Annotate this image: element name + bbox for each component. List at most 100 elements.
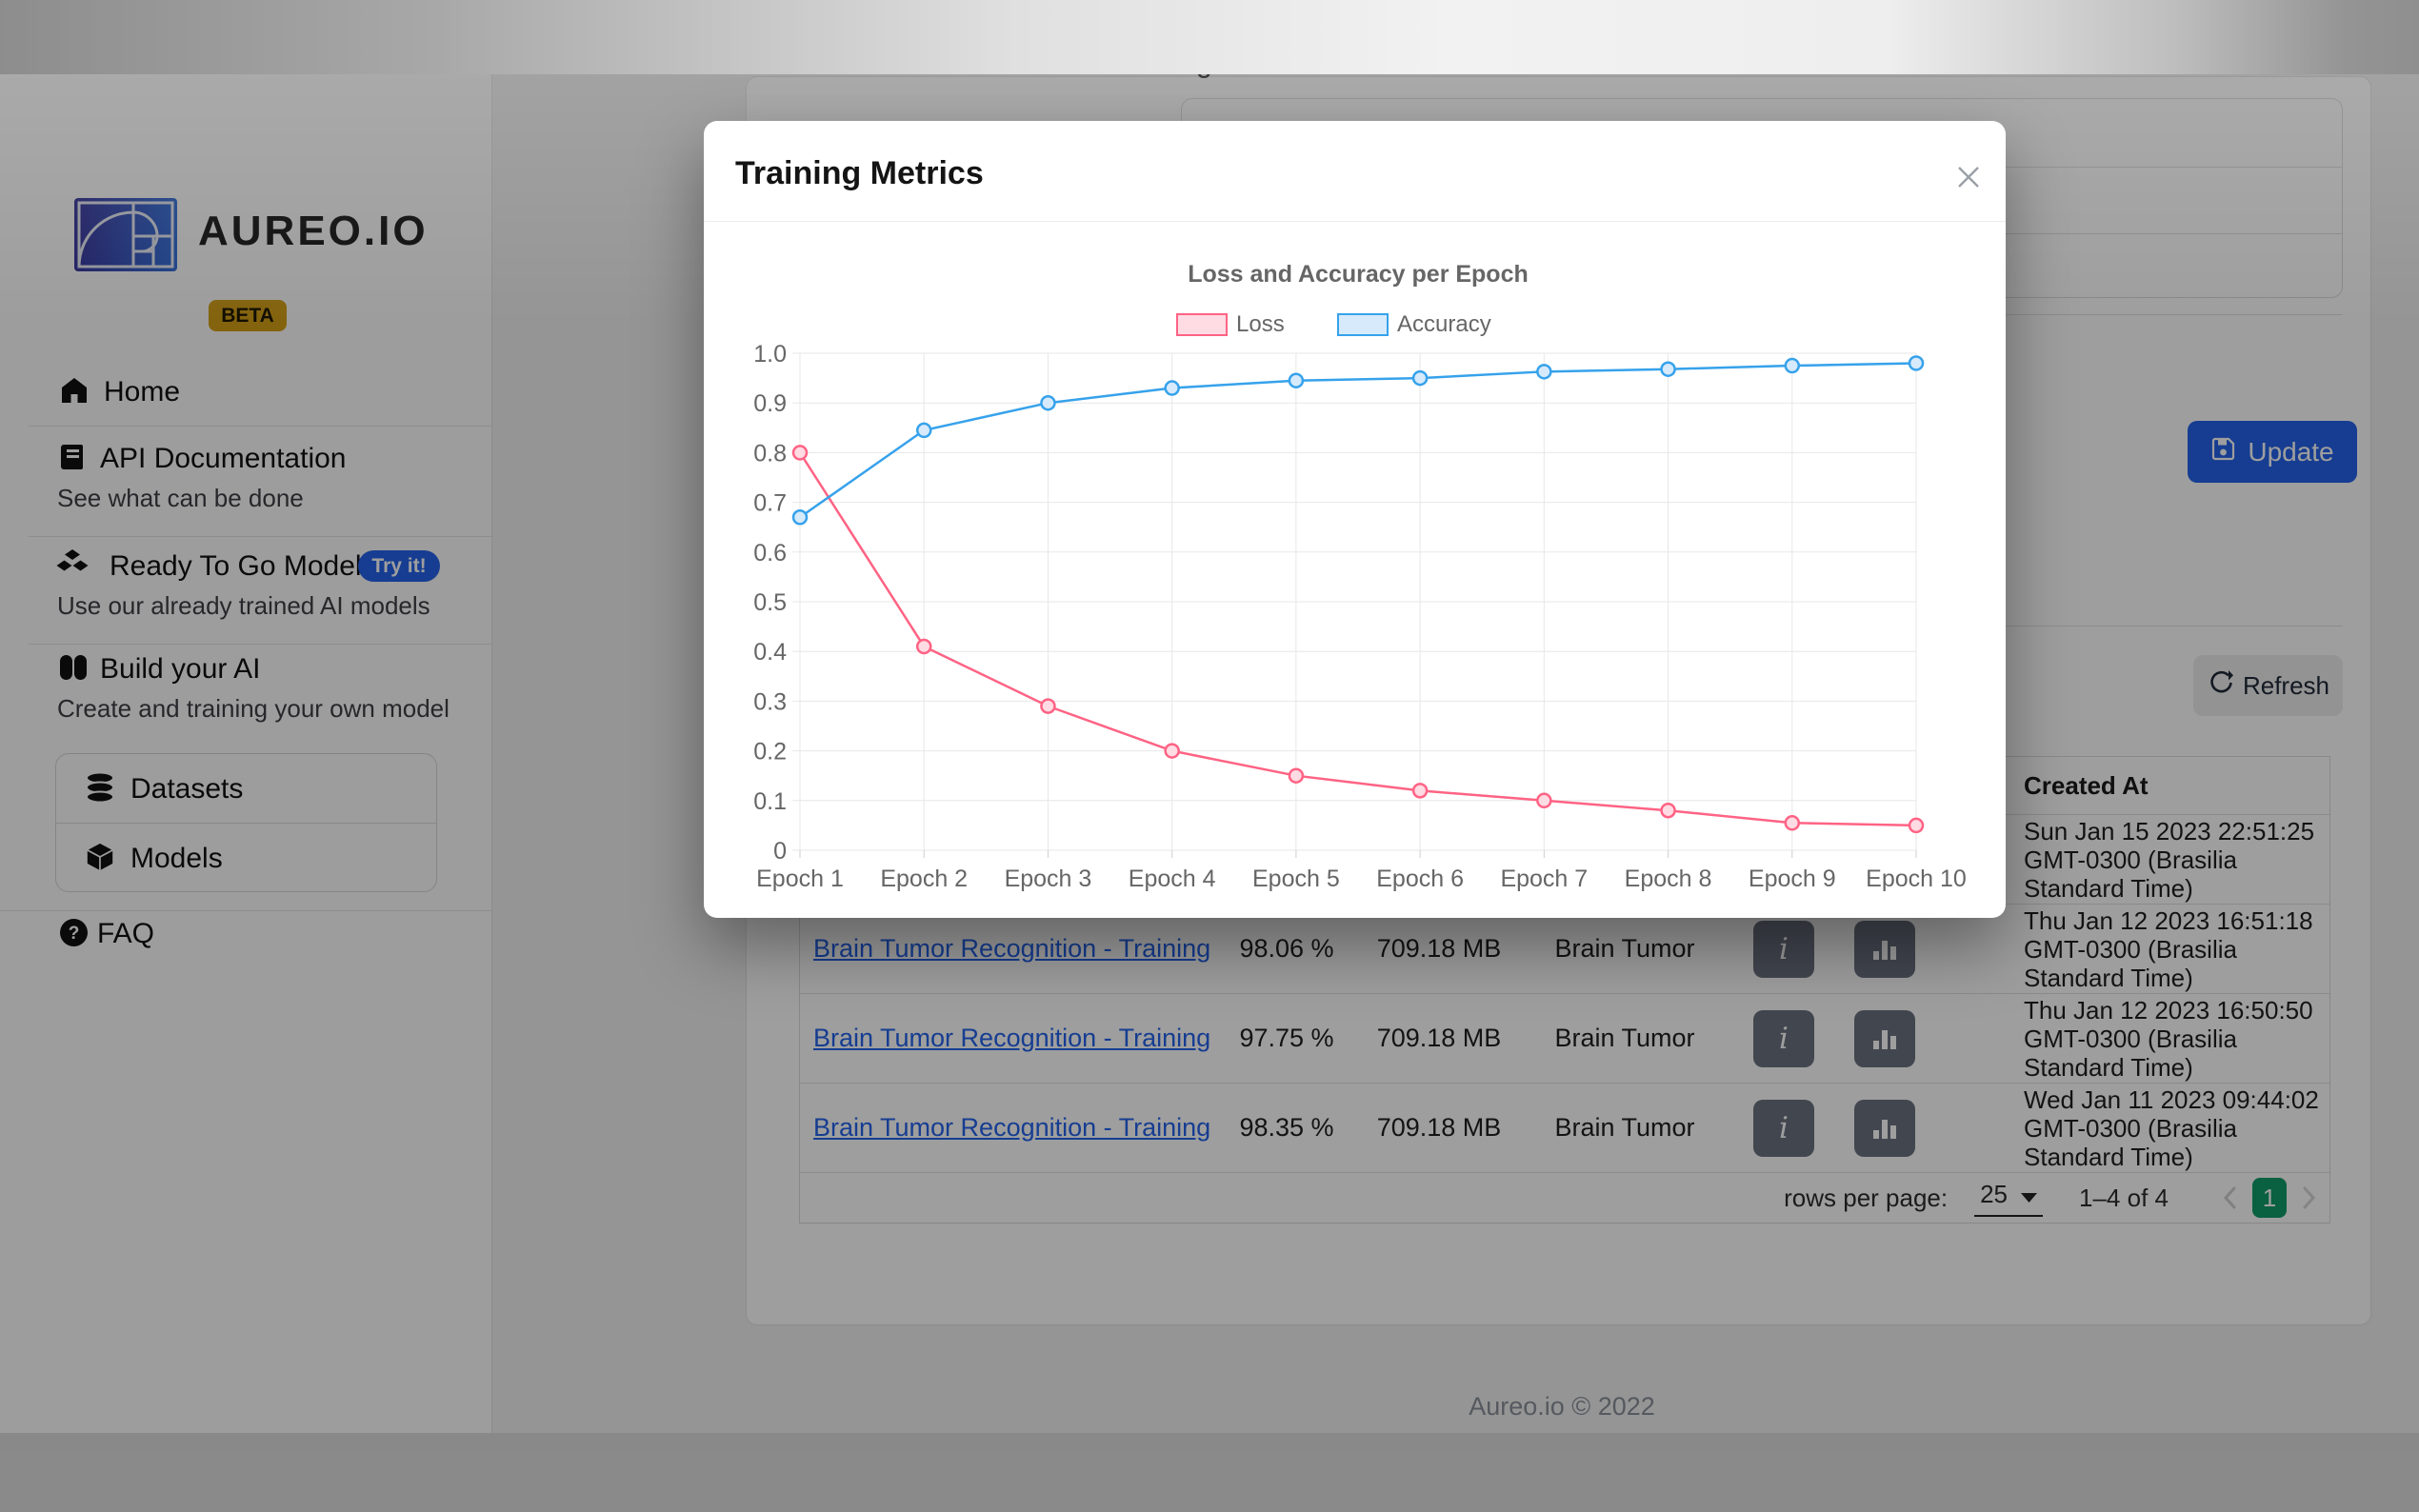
info-button[interactable]: i — [1753, 920, 1814, 978]
actions-cell: i — [1706, 1099, 2020, 1157]
model-link[interactable]: Brain Tumor Recognition - Training — [813, 934, 1211, 963]
actions-cell: i — [1706, 920, 2020, 978]
divider — [29, 644, 491, 645]
sidebar: AUREO.IO BETA Home API Documentation See… — [0, 74, 492, 1433]
rows-per-page-select[interactable]: 25 — [1974, 1179, 2044, 1217]
loss-accuracy-chart: Loss and Accuracy per Epoch Loss Accuracy 0… — [753, 261, 1967, 892]
svg-text:0.8: 0.8 — [753, 440, 787, 467]
modal-title: Training Metrics — [735, 155, 984, 191]
svg-text:0.6: 0.6 — [753, 540, 787, 567]
svg-text:0: 0 — [773, 838, 787, 865]
table-body: Sun Jan 15 2023 22:51:25 GMT-0300 (Brasi… — [800, 815, 2329, 1173]
divider — [29, 536, 491, 537]
sidebar-item-api-documentation[interactable]: API Documentation — [100, 443, 347, 474]
divider — [55, 823, 437, 824]
page-bottom-strip — [0, 1433, 2419, 1512]
question-icon: ? — [59, 918, 89, 952]
svg-text:0.9: 0.9 — [753, 390, 787, 417]
accuracy-cell: 98.06 % — [1239, 934, 1334, 963]
sidebar-item-build-your-ai-subtitle: Create and training your own model — [57, 694, 450, 723]
sidebar-item-models[interactable]: Models — [130, 843, 223, 874]
cubes-icon — [55, 547, 90, 587]
database-icon — [84, 771, 116, 808]
screen-glare-bar — [0, 0, 2419, 74]
svg-text:Epoch 3: Epoch 3 — [1005, 865, 1092, 892]
update-button-label: Update — [2248, 436, 2334, 467]
svg-text:0.5: 0.5 — [753, 589, 787, 616]
accuracy-cell: 97.75 % — [1239, 1024, 1334, 1052]
svg-text:0.2: 0.2 — [753, 739, 787, 766]
table-row: Brain Tumor Recognition - Training 98.06 … — [800, 905, 2329, 994]
svg-text:Epoch 10: Epoch 10 — [1866, 865, 1967, 892]
info-icon: i — [1779, 1110, 1789, 1145]
info-icon: i — [1779, 931, 1789, 966]
home-icon — [59, 375, 90, 410]
created-at-cell: Thu Jan 12 2023 16:51:18 GMT-0300 (Brasi… — [2024, 905, 2313, 992]
refresh-button-label: Refresh — [2242, 670, 2330, 700]
model-cell: Brain Tumor Recognition - Training — [800, 934, 1239, 964]
model-link[interactable]: Brain Tumor Recognition - Training — [813, 1024, 1211, 1052]
model-link[interactable]: Brain Tumor Recognition - Training — [813, 1113, 1211, 1142]
sidebar-item-ready-to-go-models[interactable]: Ready To Go Models — [110, 550, 376, 582]
model-cell: Brain Tumor Recognition - Training — [800, 1113, 1239, 1143]
close-icon[interactable] — [1949, 159, 1988, 197]
divider — [29, 426, 491, 427]
chart-button[interactable] — [1854, 1099, 1915, 1157]
model-cell: Brain Tumor Recognition - Training — [800, 1024, 1239, 1053]
training-metrics-modal: Training Metrics Loss and Accuracy per E… — [704, 121, 2006, 918]
chart-button[interactable] — [1854, 1009, 1915, 1067]
divider — [0, 910, 491, 911]
svg-text:0.4: 0.4 — [753, 639, 787, 666]
save-icon — [2210, 436, 2236, 468]
bar-chart-icon — [1873, 940, 1896, 960]
category-cell: Brain Tumor — [1554, 934, 1695, 963]
bar-chart-icon — [1873, 1029, 1896, 1049]
chevron-right-icon[interactable] — [2298, 1184, 2319, 1212]
update-button[interactable]: Update — [2188, 421, 2357, 483]
rows-per-page-label: rows per page: — [1784, 1183, 1949, 1212]
size-cell: 709.18 MB — [1376, 1113, 1502, 1142]
sidebar-item-ready-to-go-models-subtitle: Use our already trained AI models — [57, 591, 430, 620]
svg-text:Epoch 7: Epoch 7 — [1500, 865, 1588, 892]
svg-text:1.0: 1.0 — [753, 341, 787, 368]
svg-text:Epoch 2: Epoch 2 — [880, 865, 968, 892]
sidebar-item-home[interactable]: Home — [104, 376, 181, 408]
beta-badge: BETA — [209, 300, 287, 331]
svg-text:Epoch 4: Epoch 4 — [1129, 865, 1216, 892]
svg-text:Loss and Accuracy per Epoch: Loss and Accuracy per Epoch — [1188, 261, 1529, 288]
created-at-cell: Sun Jan 15 2023 22:51:25 GMT-0300 (Brasi… — [2024, 816, 2315, 903]
svg-text:0.1: 0.1 — [753, 788, 787, 815]
category-cell: Brain Tumor — [1554, 1024, 1695, 1052]
chevron-left-icon[interactable] — [2220, 1184, 2241, 1212]
info-button[interactable]: i — [1753, 1099, 1814, 1157]
svg-text:0.7: 0.7 — [753, 490, 787, 517]
svg-text:Accuracy: Accuracy — [1397, 311, 1491, 337]
sidebar-item-datasets[interactable]: Datasets — [130, 773, 244, 805]
page-number-button[interactable]: 1 — [2252, 1178, 2287, 1218]
created-at-header: Created At — [2024, 771, 2149, 800]
chart-button[interactable] — [1854, 920, 1915, 978]
sidebar-item-faq[interactable]: FAQ — [97, 918, 155, 949]
info-button[interactable]: i — [1753, 1009, 1814, 1067]
refresh-button[interactable]: Refresh — [2193, 655, 2343, 716]
size-cell: 709.18 MB — [1376, 934, 1502, 963]
svg-text:Epoch 8: Epoch 8 — [1625, 865, 1712, 892]
pagination-range: 1–4 of 4 — [2079, 1183, 2169, 1212]
try-it-badge[interactable]: Try it! — [358, 550, 440, 582]
sidebar-item-build-your-ai[interactable]: Build your AI — [100, 653, 261, 685]
svg-text:?: ? — [69, 924, 80, 944]
brain-icon — [57, 651, 90, 688]
svg-text:Epoch 9: Epoch 9 — [1749, 865, 1836, 892]
created-at-cell: Thu Jan 12 2023 16:50:50 GMT-0300 (Brasi… — [2024, 995, 2313, 1082]
caret-down-icon — [2021, 1180, 2038, 1209]
footer-copyright: Aureo.io © 2022 — [1469, 1392, 1655, 1421]
cube-icon — [84, 841, 116, 878]
accuracy-cell: 98.35 % — [1239, 1113, 1334, 1142]
bar-chart-icon — [1873, 1119, 1896, 1139]
divider — [704, 221, 2006, 222]
brand-logo — [74, 198, 177, 276]
svg-text:Epoch 5: Epoch 5 — [1252, 865, 1340, 892]
rows-per-page-value: 25 — [1980, 1179, 2009, 1208]
sidebar-item-api-documentation-subtitle: See what can be done — [57, 484, 304, 512]
